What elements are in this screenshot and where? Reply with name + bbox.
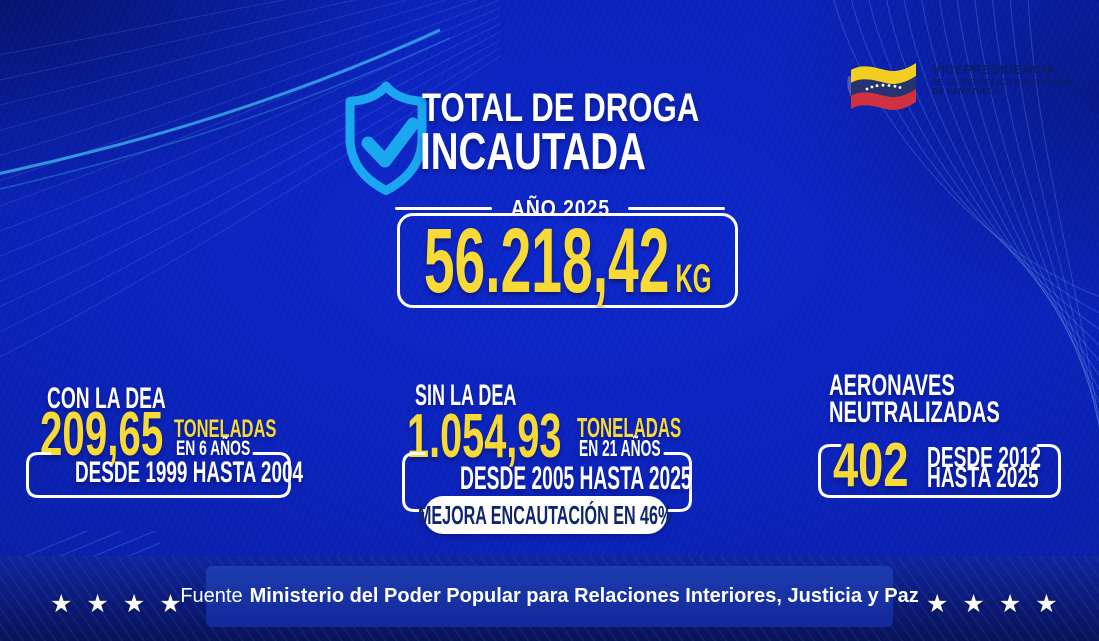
source-name: Ministerio del Poder Popular para Relaci… bbox=[249, 585, 919, 607]
aeronaves-range-line-1: DESDE 2012 bbox=[927, 442, 1041, 474]
total-seized-unit: KG bbox=[675, 256, 712, 301]
star-icon: ★ bbox=[50, 590, 73, 618]
con-dea-range: DESDE 1999 HASTA 2004 bbox=[75, 456, 303, 489]
main-title-line-2: INCAUTADA bbox=[420, 123, 646, 181]
aeronaves-range-box bbox=[818, 444, 1061, 498]
star-icon: ★ bbox=[159, 590, 182, 618]
con-dea-unit: TONELADAS bbox=[174, 415, 277, 443]
sin-dea-title: SIN LA DEA bbox=[415, 379, 517, 412]
brand-line-2: DE LA REPÚBLICA BOLIVARIANA bbox=[932, 76, 1075, 87]
aeronaves-title-line-1: AERONAVES bbox=[829, 369, 955, 402]
year-rule-left bbox=[395, 206, 492, 211]
aeronaves-range-line-2: HASTA 2025 bbox=[927, 462, 1039, 494]
total-seized-box: 56.218,42 KG bbox=[397, 213, 738, 308]
year-row: AÑO 2025 bbox=[395, 195, 726, 222]
con-dea-title: CON LA DEA bbox=[47, 382, 166, 415]
star-icon: ★ bbox=[926, 590, 949, 618]
star-icon: ★ bbox=[962, 590, 985, 618]
total-seized-value: 56.218,42 bbox=[423, 209, 670, 312]
sin-dea-period: EN 21 AÑOS bbox=[579, 435, 661, 461]
year-rule-right bbox=[628, 206, 726, 211]
star-icon: ★ bbox=[998, 590, 1022, 618]
sin-dea-range: DESDE 2005 HASTA 2025 bbox=[460, 460, 692, 496]
star-icon: ★ bbox=[1035, 590, 1058, 618]
brand-line-3: DE VENEZUELA bbox=[932, 86, 1001, 97]
main-title-line-1: TOTAL DE DROGA bbox=[422, 86, 700, 130]
con-dea-value: 209,65 bbox=[40, 400, 164, 469]
vicepresidencia-logo: VICEPRESIDENCIA DE LA REPÚBLICA BOLIVARI… bbox=[843, 50, 1075, 110]
sin-dea-value: 1.054,93 bbox=[407, 402, 562, 471]
improvement-note: MEJORA ENCAUTACIÓN EN 46% bbox=[418, 499, 673, 530]
source-text: Fuente Ministerio del Poder Popular para … bbox=[180, 585, 918, 608]
improvement-pill: MEJORA ENCAUTACIÓN EN 46% bbox=[418, 496, 673, 534]
sin-dea-unit: TONELADAS bbox=[577, 412, 682, 443]
total-seized-value-group: 56.218,42 KG bbox=[424, 215, 712, 307]
year-label: AÑO 2025 bbox=[510, 195, 610, 221]
shield-check-icon bbox=[345, 81, 427, 195]
brand-line-1: VICEPRESIDENCIA bbox=[932, 61, 1056, 77]
sin-dea-range-box bbox=[402, 452, 692, 512]
aeronaves-value: 402 bbox=[833, 431, 909, 500]
aeronaves-title-line-2: NEUTRALIZADAS bbox=[829, 396, 1000, 429]
venezuela-flag-icon bbox=[847, 63, 916, 110]
stars-left: ★ ★ ★ ★ bbox=[50, 592, 182, 617]
con-dea-period: EN 6 AÑOS bbox=[176, 437, 251, 460]
source-prefix: Fuente bbox=[180, 585, 243, 607]
stars-right: ★ ★ ★ ★ bbox=[926, 592, 1058, 617]
source-bar: Fuente Ministerio del Poder Popular para … bbox=[180, 566, 919, 627]
star-icon: ★ bbox=[86, 590, 109, 618]
star-icon: ★ bbox=[122, 590, 146, 618]
con-dea-range-box bbox=[26, 452, 291, 498]
